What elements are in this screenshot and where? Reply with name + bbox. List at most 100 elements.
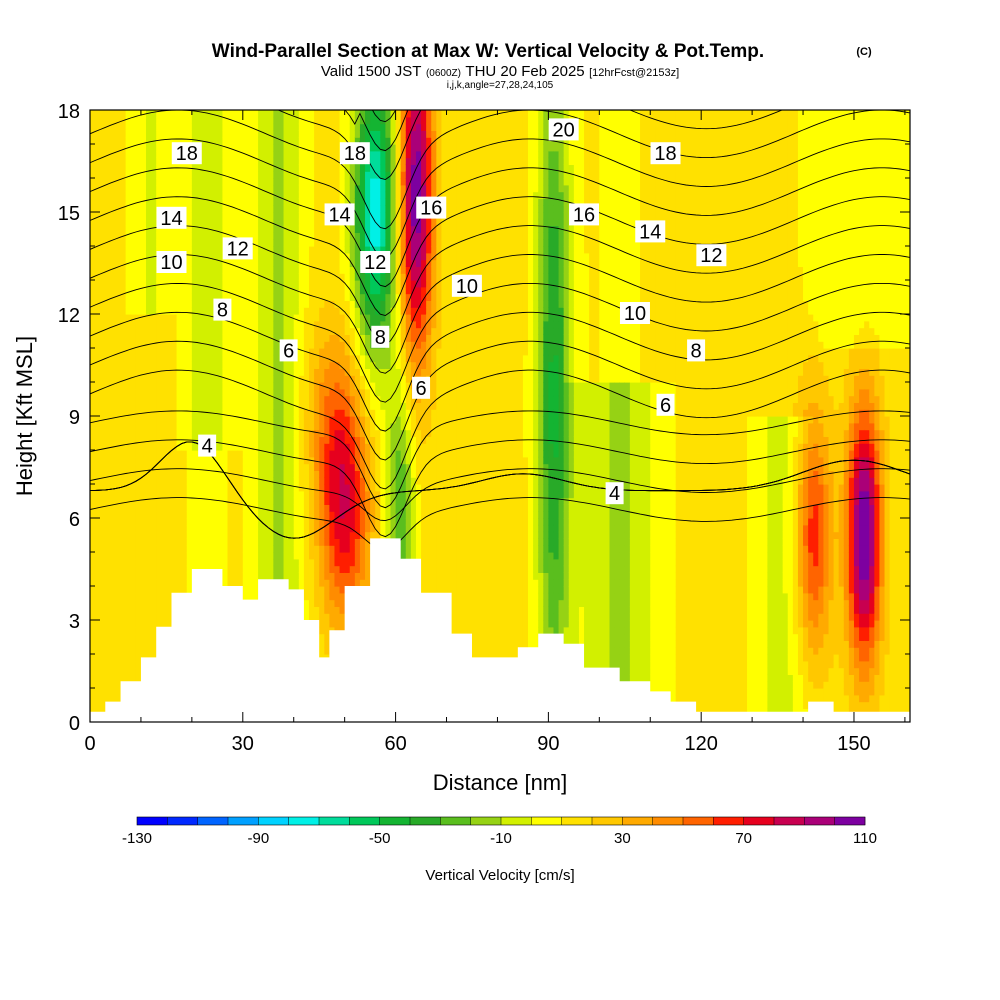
velocity-cell: [140, 150, 147, 159]
velocity-cell: [115, 640, 122, 648]
velocity-cell: [212, 545, 218, 553]
velocity-cell: [273, 341, 280, 349]
velocity-cell: [100, 300, 106, 308]
velocity-cell: [303, 110, 310, 118]
velocity-cell: [278, 286, 285, 295]
velocity-cell: [171, 477, 178, 485]
velocity-cell: [242, 579, 249, 587]
velocity-cell: [309, 552, 315, 560]
velocity-cell: [207, 252, 213, 261]
velocity-cell: [293, 388, 300, 397]
velocity-cell: [100, 320, 106, 329]
velocity-cell: [156, 524, 162, 533]
velocity-cell: [258, 545, 264, 553]
velocity-cell: [247, 205, 254, 213]
velocity-cell: [181, 443, 188, 451]
velocity-cell: [186, 422, 193, 431]
velocity-cell: [146, 592, 152, 601]
velocity-cell: [202, 354, 208, 363]
velocity-cell: [324, 273, 330, 281]
velocity-cell: [324, 436, 330, 444]
velocity-cell: [237, 327, 244, 335]
velocity-cell: [146, 348, 152, 356]
velocity-cell: [314, 171, 320, 179]
velocity-cell: [252, 164, 259, 172]
velocity-cell: [135, 429, 142, 437]
velocity-cell: [268, 239, 274, 247]
velocity-cell: [344, 409, 351, 417]
velocity-cell: [273, 334, 280, 342]
velocity-cell: [207, 157, 213, 165]
velocity-cell: [242, 429, 249, 437]
velocity-cell: [176, 286, 183, 295]
velocity-cell: [135, 116, 142, 125]
velocity-cell: [151, 184, 157, 193]
velocity-cell: [252, 130, 259, 138]
velocity-cell: [258, 456, 264, 465]
velocity-cell: [95, 579, 101, 587]
velocity-cell: [263, 422, 269, 431]
velocity-cell: [105, 137, 111, 145]
velocity-cell: [303, 545, 310, 553]
velocity-cell: [252, 586, 259, 594]
velocity-cell: [110, 246, 117, 254]
velocity-cell: [161, 341, 167, 349]
velocity-cell: [334, 620, 341, 628]
velocity-cell: [115, 688, 122, 696]
velocity-cell: [156, 178, 162, 186]
velocity-cell: [202, 116, 208, 125]
velocity-cell: [293, 191, 300, 199]
velocity-cell: [293, 232, 300, 240]
velocity-cell: [278, 436, 285, 444]
velocity-cell: [156, 586, 162, 594]
velocity-cell: [303, 436, 310, 444]
velocity-cell: [105, 429, 111, 437]
velocity-cell: [217, 361, 224, 369]
velocity-cell: [263, 572, 269, 580]
velocity-cell: [166, 348, 173, 356]
velocity-cell: [268, 307, 274, 315]
velocity-cell: [146, 484, 152, 492]
velocity-cell: [303, 490, 310, 499]
velocity-cell: [349, 490, 356, 499]
velocity-cell: [283, 184, 290, 193]
velocity-cell: [242, 225, 249, 233]
velocity-cell: [303, 375, 310, 383]
velocity-cell: [319, 334, 325, 342]
velocity-cell: [217, 368, 224, 376]
velocity-cell: [125, 273, 132, 281]
velocity-cell: [207, 334, 213, 342]
velocity-cell: [156, 382, 162, 390]
velocity-cell: [314, 484, 320, 492]
velocity-cell: [242, 518, 249, 526]
velocity-cell: [125, 667, 132, 675]
velocity-cell: [186, 300, 193, 308]
velocity-cell: [105, 375, 111, 383]
velocity-cell: [314, 402, 320, 410]
velocity-cell: [298, 497, 305, 505]
velocity-cell: [191, 361, 198, 369]
velocity-cell: [120, 368, 127, 376]
velocity-cell: [359, 218, 366, 227]
velocity-cell: [334, 300, 341, 308]
velocity-cell: [202, 239, 208, 247]
velocity-cell: [105, 572, 111, 580]
velocity-cell: [303, 273, 310, 281]
velocity-cell: [329, 450, 336, 458]
velocity-cell: [278, 130, 285, 138]
velocity-cell: [273, 327, 280, 335]
velocity-cell: [359, 375, 366, 383]
velocity-cell: [130, 477, 137, 485]
velocity-cell: [319, 144, 325, 152]
velocity-cell: [303, 504, 310, 512]
velocity-cell: [334, 518, 341, 526]
velocity-cell: [288, 388, 295, 397]
velocity-cell: [115, 137, 122, 145]
velocity-cell: [212, 123, 218, 131]
velocity-cell: [258, 572, 264, 580]
velocity-cell: [166, 463, 173, 471]
velocity-cell: [293, 266, 300, 274]
velocity-cell: [95, 205, 101, 213]
velocity-cell: [151, 592, 157, 601]
velocity-cell: [196, 497, 203, 505]
